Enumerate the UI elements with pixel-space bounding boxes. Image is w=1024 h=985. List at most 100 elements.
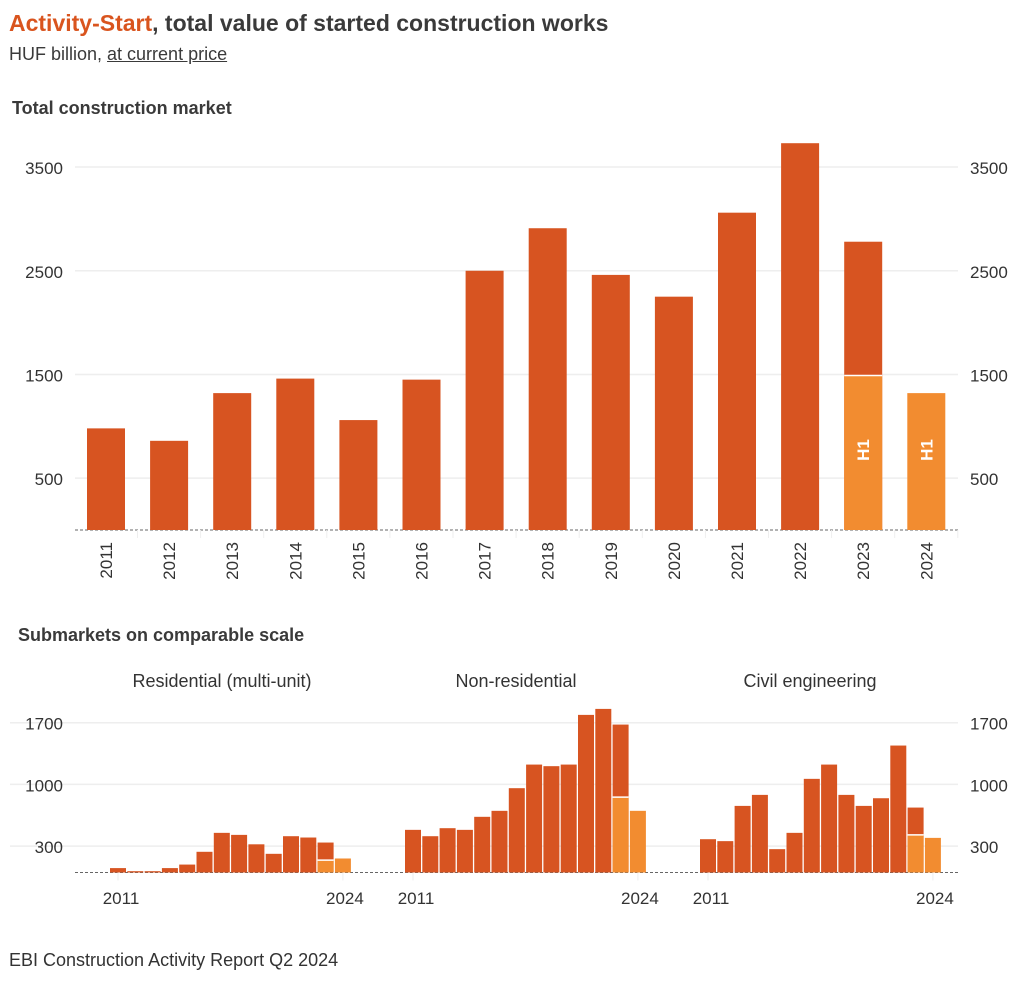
bar-2020 — [560, 764, 577, 873]
panel-title: Residential (multi-unit) — [132, 671, 311, 691]
bar-2018 — [526, 764, 543, 873]
bar-2017 — [508, 788, 525, 873]
bar-2021 — [578, 714, 594, 873]
bar-2015 — [179, 864, 196, 873]
bar-h1-2024 — [629, 810, 646, 873]
y-tick-label-left: 3500 — [25, 159, 63, 178]
panel-title: Non-residential — [455, 671, 576, 691]
x-tick-label: 2022 — [791, 542, 810, 580]
chart-title: Activity-Start, total value of started c… — [9, 10, 608, 37]
y-tick-label-right: 1700 — [970, 715, 1008, 734]
x-tick-label: 2021 — [728, 542, 747, 580]
bar-2020 — [855, 805, 872, 873]
y-tick-label-left: 1500 — [25, 366, 63, 385]
y-tick-label-left: 2500 — [25, 263, 63, 282]
bar-2019 — [248, 844, 265, 873]
bar-2016 — [196, 851, 213, 873]
bar-2022 — [781, 143, 820, 530]
x-tick-label: 2013 — [223, 542, 242, 580]
y-tick-label-left: 300 — [35, 838, 63, 857]
title-accent: Activity-Start — [9, 10, 153, 36]
bar-2021 — [718, 212, 756, 531]
panel-title: Civil engineering — [743, 671, 876, 691]
bar-2011 — [110, 868, 126, 873]
y-tick-label-left: 1700 — [25, 715, 63, 734]
y-tick-label-right: 1000 — [970, 776, 1008, 795]
bar-2014 — [751, 794, 768, 873]
bar-2012 — [717, 841, 734, 873]
y-tick-label-right: 1500 — [970, 366, 1008, 385]
bar-2013 — [213, 393, 252, 530]
bar-2013 — [734, 805, 751, 873]
bar-2014 — [456, 829, 473, 873]
bar-2016 — [786, 832, 803, 873]
bar-2019 — [838, 794, 855, 873]
bar-2015 — [339, 420, 378, 530]
bar-2014 — [276, 378, 315, 530]
x-tick-label: 2020 — [665, 542, 684, 580]
bar-h1-2024 — [334, 858, 351, 873]
bar-2011 — [405, 829, 421, 873]
bar-2012 — [150, 440, 189, 530]
bar-2012 — [422, 836, 439, 873]
x-tick-label: 2024 — [917, 542, 936, 580]
bar-2018 — [231, 834, 248, 873]
bar-h1-2023 — [907, 834, 924, 873]
y-tick-label-left: 1000 — [25, 776, 63, 795]
bar-2016 — [491, 810, 508, 873]
x-tick-label: 2011 — [398, 889, 435, 908]
h1-label: H1 — [917, 439, 936, 461]
bar-2022 — [595, 708, 612, 873]
x-tick-label: 2012 — [160, 542, 179, 580]
x-tick-label: 2019 — [602, 542, 621, 580]
bar-2013 — [144, 871, 161, 873]
bar-2018 — [528, 228, 567, 530]
h1-label: H1 — [854, 439, 873, 461]
bar-2011 — [700, 839, 716, 873]
bar-2019 — [543, 766, 560, 873]
y-tick-label-right: 3500 — [970, 159, 1008, 178]
bar-2022 — [300, 837, 317, 873]
x-tick-label: 2016 — [413, 542, 432, 580]
bar-h1-2023 — [612, 797, 629, 873]
y-tick-label-left: 500 — [35, 470, 63, 489]
subtitle-unit: HUF billion, — [9, 44, 108, 64]
price-basis-link[interactable]: at current price — [107, 44, 228, 64]
bar-h1-2023 — [317, 860, 334, 873]
x-tick-label: 2011 — [97, 542, 116, 579]
bar-h1-2024 — [924, 837, 941, 873]
bar-2021 — [283, 836, 299, 873]
x-tick-label: 2017 — [476, 542, 495, 580]
x-tick-label: 2014 — [286, 542, 305, 580]
bar-2015 — [474, 816, 491, 873]
bar-2021 — [873, 798, 889, 873]
bar-2015 — [769, 849, 786, 873]
chart-subtitle: HUF billion, at current price — [9, 44, 227, 65]
bar-h1-2023 — [844, 375, 883, 530]
x-tick-label: 2024 — [916, 889, 954, 908]
bar-h1-2024 — [907, 393, 946, 530]
y-tick-label-right: 2500 — [970, 263, 1008, 282]
x-tick-label: 2011 — [103, 889, 140, 908]
bar-2019 — [591, 274, 630, 530]
x-tick-label: 2023 — [854, 542, 873, 580]
y-tick-label-right: 300 — [970, 838, 998, 857]
title-rest: , total value of started construction wo… — [152, 10, 609, 36]
bar-2017 — [465, 270, 504, 530]
x-tick-label: 2018 — [539, 542, 558, 580]
bar-2020 — [265, 853, 282, 873]
bar-2011 — [87, 428, 125, 530]
x-tick-label: 2015 — [349, 542, 368, 580]
x-tick-label: 2011 — [693, 889, 730, 908]
main-chart-title: Total construction market — [12, 98, 232, 118]
submarkets-title: Submarkets on comparable scale — [18, 625, 305, 645]
bar-2017 — [213, 832, 230, 873]
bar-2016 — [402, 379, 441, 530]
bar-2014 — [161, 868, 178, 873]
bar-2018 — [821, 764, 838, 873]
bar-2013 — [439, 828, 456, 873]
footer-source: EBI Construction Activity Report Q2 2024 — [9, 950, 339, 970]
bar-2022 — [890, 745, 907, 873]
bar-2012 — [127, 871, 144, 873]
